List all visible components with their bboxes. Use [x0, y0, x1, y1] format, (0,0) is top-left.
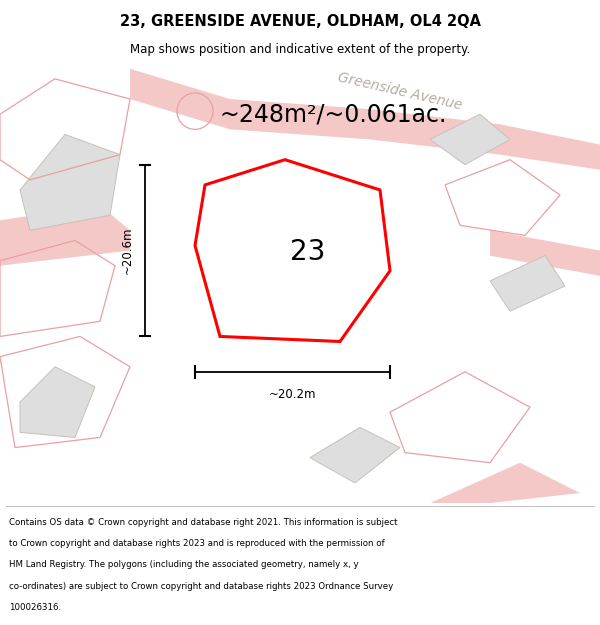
- Text: to Crown copyright and database rights 2023 and is reproduced with the permissio: to Crown copyright and database rights 2…: [9, 539, 385, 548]
- Polygon shape: [0, 205, 130, 266]
- Polygon shape: [130, 69, 600, 170]
- Polygon shape: [430, 462, 580, 503]
- Polygon shape: [195, 159, 390, 341]
- Polygon shape: [20, 134, 120, 231]
- Text: 23: 23: [290, 238, 326, 266]
- Polygon shape: [20, 367, 95, 438]
- Text: Greenside Avenue: Greenside Avenue: [337, 70, 464, 112]
- Text: HM Land Registry. The polygons (including the associated geometry, namely x, y: HM Land Registry. The polygons (includin…: [9, 561, 359, 569]
- Text: 23, GREENSIDE AVENUE, OLDHAM, OL4 2QA: 23, GREENSIDE AVENUE, OLDHAM, OL4 2QA: [119, 14, 481, 29]
- Text: 100026316.: 100026316.: [9, 603, 61, 612]
- Polygon shape: [490, 256, 565, 311]
- Text: ~20.6m: ~20.6m: [121, 227, 133, 274]
- Text: co-ordinates) are subject to Crown copyright and database rights 2023 Ordnance S: co-ordinates) are subject to Crown copyr…: [9, 582, 393, 591]
- Polygon shape: [250, 231, 355, 306]
- Text: Map shows position and indicative extent of the property.: Map shows position and indicative extent…: [130, 42, 470, 56]
- Text: ~248m²/~0.061ac.: ~248m²/~0.061ac.: [220, 102, 448, 126]
- Polygon shape: [430, 114, 510, 165]
- Text: Contains OS data © Crown copyright and database right 2021. This information is : Contains OS data © Crown copyright and d…: [9, 518, 398, 527]
- Text: ~20.2m: ~20.2m: [269, 388, 316, 401]
- Polygon shape: [310, 428, 400, 483]
- Polygon shape: [490, 231, 600, 276]
